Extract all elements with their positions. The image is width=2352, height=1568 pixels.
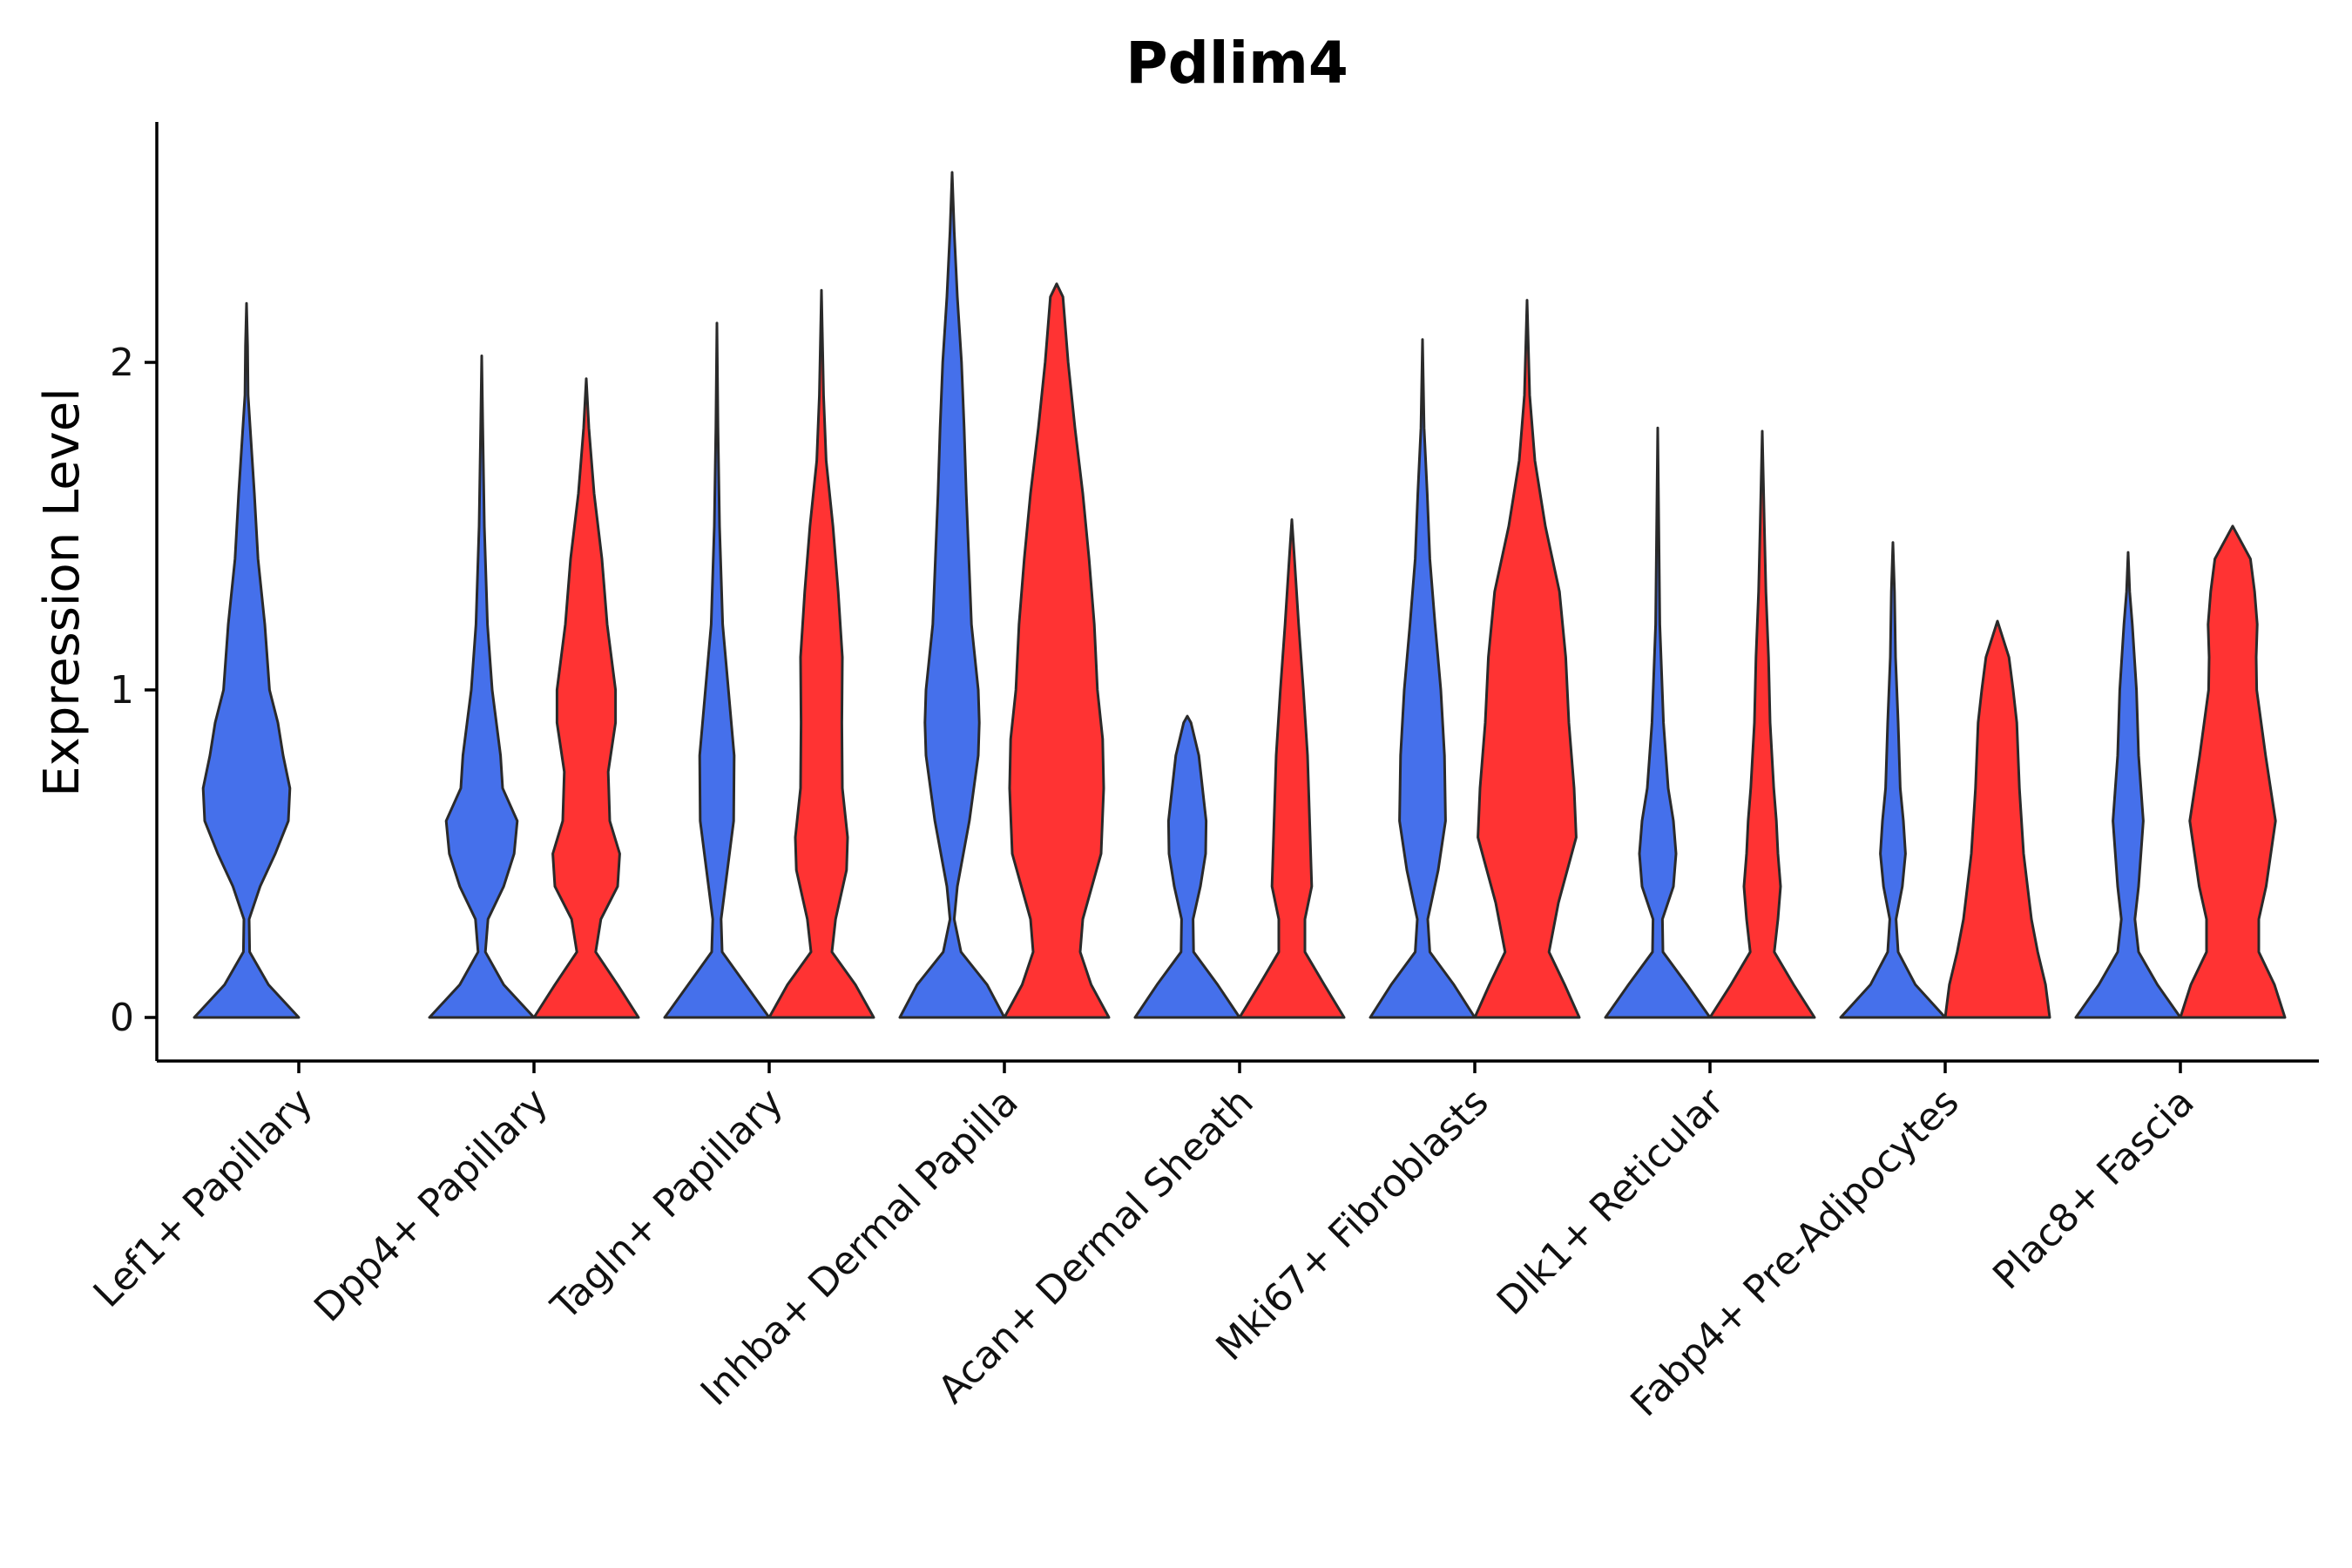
violin-dlk1-reticular-group-blue xyxy=(1604,426,1712,1019)
x-tick-label-dpp4-papillary: Dpp4+ Papillary xyxy=(306,1080,557,1331)
chart-title: Pdlim4 xyxy=(1125,30,1348,97)
violin-lef1-papillary-group-blue xyxy=(193,301,301,1019)
x-tick-label-tagln-papillary: Tagln+ Papillary xyxy=(543,1080,792,1329)
violin-fabp4-pre-adipocytes-group-red xyxy=(1943,619,2051,1019)
violin-tagln-papillary-group-blue xyxy=(663,321,771,1019)
violin-inhba-dermal-papilla-group-red xyxy=(1003,282,1111,1019)
violin-mki67-fibroblasts-group-red xyxy=(1473,299,1581,1019)
x-tick-label-mki67-fibroblasts: Mki67+ Fibroblasts xyxy=(1207,1080,1497,1369)
violin-mki67-fibroblasts-group-blue xyxy=(1369,338,1477,1019)
y-tick-label: 2 xyxy=(110,341,134,385)
violin-acan-dermal-sheath-group-blue xyxy=(1133,714,1241,1019)
x-tick-label-dlk1-reticular: Dlk1+ Reticular xyxy=(1489,1079,1734,1324)
violin-dpp4-papillary-group-blue xyxy=(428,355,536,1019)
x-tick-label-plac8-fascia: Plac8+ Fascia xyxy=(1984,1080,2203,1299)
y-tick-label: 0 xyxy=(110,996,134,1040)
y-tick-label: 1 xyxy=(110,668,134,713)
y-axis-label: Expression Level xyxy=(34,388,91,797)
y-ticks: 0 1 2 xyxy=(110,341,157,1040)
violin-tagln-papillary-group-red xyxy=(767,288,875,1019)
x-tick-label-lef1-papillary: Lef1+ Papillary xyxy=(85,1080,321,1316)
violin-acan-dermal-sheath-group-red xyxy=(1238,518,1346,1019)
violin-inhba-dermal-papilla-group-blue xyxy=(898,171,1006,1019)
violin-plac8-fascia-group-blue xyxy=(2074,551,2182,1019)
violin-dlk1-reticular-group-red xyxy=(1708,429,1816,1019)
violin-fabp4-pre-adipocytes-group-blue xyxy=(1839,541,1947,1019)
violins-layer xyxy=(193,171,2287,1019)
violin-plac8-fascia-group-red xyxy=(2179,524,2287,1019)
violin-dpp4-papillary-group-red xyxy=(532,377,640,1019)
